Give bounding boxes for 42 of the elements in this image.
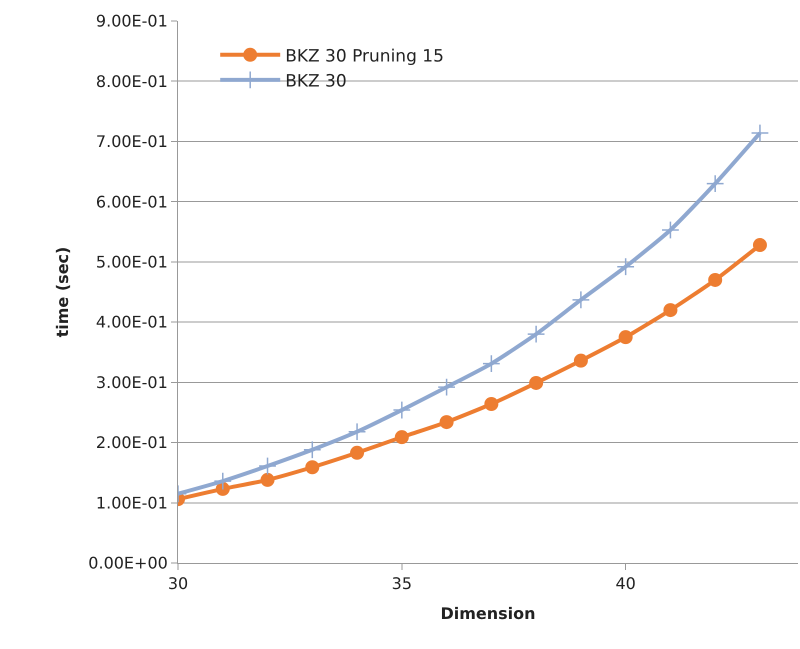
y-tick-label: 6.00E-01	[96, 192, 168, 212]
y-tick-label: 9.00E-01	[96, 12, 168, 31]
y-axis-title: time (sec)	[53, 246, 72, 338]
legend-label: BKZ 30	[285, 72, 347, 92]
y-tick-label: 2.00E-01	[96, 433, 168, 452]
point	[618, 330, 633, 344]
x-axis-title: Dimension	[440, 604, 536, 623]
y-tick-label: 5.00E-01	[96, 252, 168, 272]
point	[305, 460, 320, 474]
point	[526, 325, 546, 344]
point	[440, 415, 454, 430]
point	[394, 430, 409, 444]
x-tick-label: 35	[392, 574, 412, 594]
point	[348, 422, 366, 441]
point	[484, 397, 498, 412]
point	[574, 354, 588, 368]
point	[258, 456, 277, 476]
point	[661, 220, 680, 240]
point	[750, 124, 770, 142]
point	[663, 303, 678, 318]
y-tick-label: 8.00E-01	[96, 72, 168, 91]
y-tick-label: 0.00E+00	[88, 554, 168, 573]
point	[752, 238, 767, 252]
x-tick-label: 30	[168, 574, 188, 594]
point	[572, 290, 590, 309]
legend-label: BKZ 30 Pruning 15	[285, 46, 444, 66]
y-tick-label: 3.00E-01	[96, 372, 168, 392]
point	[437, 378, 456, 396]
point	[708, 272, 722, 287]
point	[214, 472, 232, 490]
y-tick-label: 7.00E-01	[96, 132, 168, 152]
point	[392, 400, 411, 420]
point	[706, 174, 724, 193]
y-tick-label: 1.00E-01	[96, 493, 168, 512]
point	[529, 376, 544, 390]
point	[350, 446, 364, 460]
point	[303, 440, 322, 459]
point	[260, 472, 275, 487]
x-tick-label: 40	[615, 574, 636, 594]
point	[482, 354, 501, 373]
y-tick-label: 4.00E-01	[96, 312, 168, 332]
point	[616, 258, 635, 276]
